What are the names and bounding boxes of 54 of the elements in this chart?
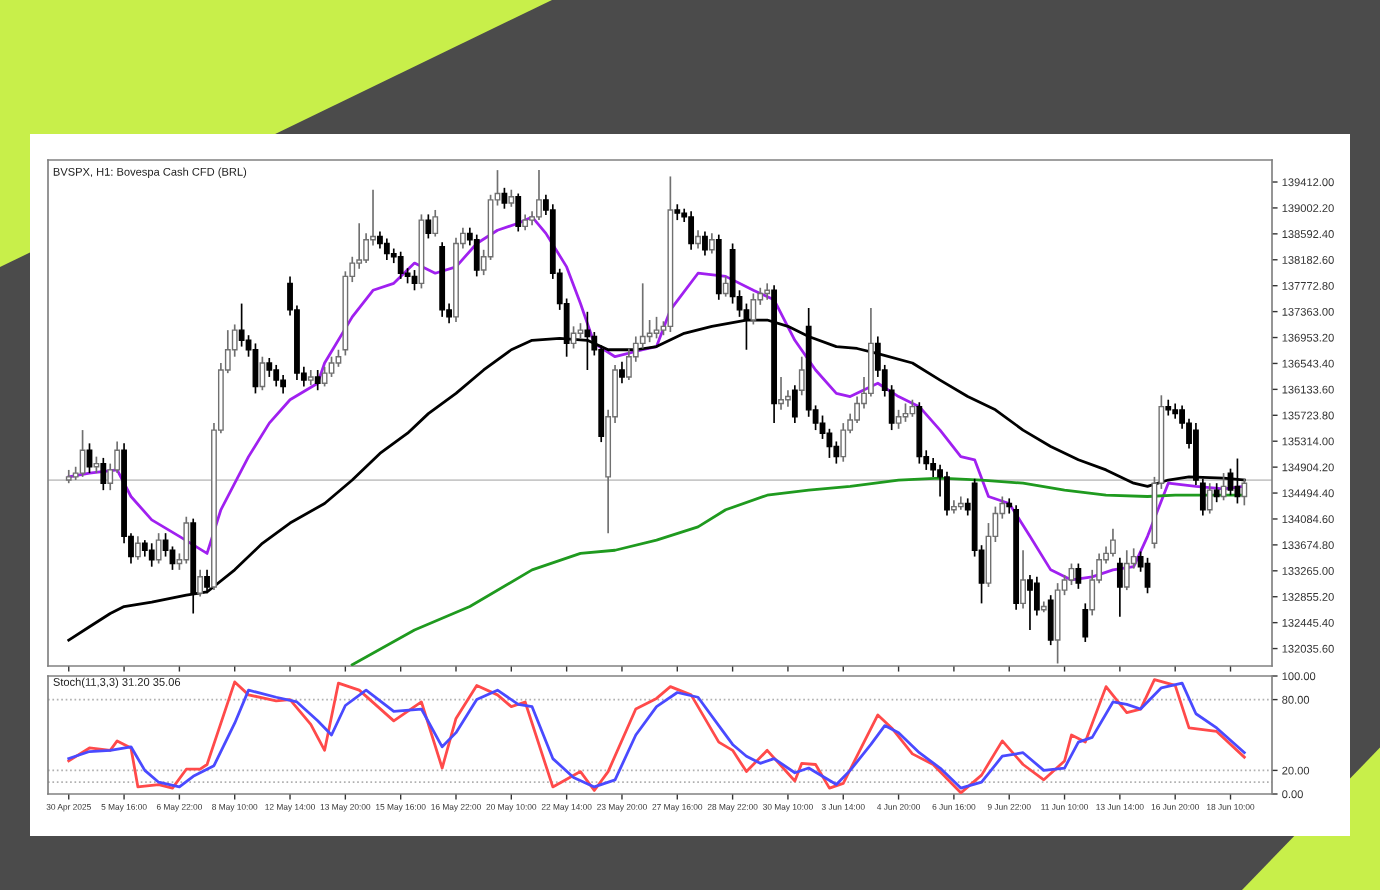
candlestick bbox=[515, 192, 522, 233]
candlestick bbox=[1227, 467, 1234, 497]
candlestick bbox=[653, 316, 660, 340]
candlestick bbox=[100, 457, 107, 492]
candlestick bbox=[840, 422, 847, 463]
candlestick bbox=[1206, 482, 1213, 515]
candlestick bbox=[1047, 594, 1054, 646]
candlestick bbox=[425, 213, 432, 240]
candlestick bbox=[950, 499, 957, 515]
candlestick bbox=[764, 282, 771, 301]
candlestick bbox=[155, 532, 162, 565]
candlestick bbox=[1068, 562, 1075, 586]
candlestick bbox=[1123, 549, 1130, 591]
candlestick bbox=[895, 409, 902, 430]
candlestick bbox=[791, 384, 798, 424]
candlestick bbox=[722, 275, 729, 298]
candlestick bbox=[1213, 482, 1220, 504]
candlestick bbox=[314, 369, 321, 392]
candlestick bbox=[1110, 527, 1116, 558]
candlestick bbox=[1020, 549, 1026, 610]
candlestick bbox=[957, 495, 964, 511]
candlestick bbox=[183, 515, 190, 565]
candlestick bbox=[708, 232, 715, 255]
candlestick bbox=[501, 186, 508, 210]
candlestick bbox=[536, 169, 542, 221]
candlestick bbox=[328, 355, 335, 378]
candlestick bbox=[1241, 477, 1248, 507]
candlestick bbox=[1082, 602, 1089, 643]
candlestick bbox=[266, 357, 273, 378]
candlestick bbox=[259, 355, 266, 392]
candlestick bbox=[148, 542, 155, 568]
candlestick bbox=[619, 360, 625, 385]
candlestick bbox=[321, 365, 328, 388]
candlestick bbox=[1116, 557, 1123, 618]
candlestick bbox=[473, 233, 480, 278]
candlestick bbox=[162, 532, 169, 558]
candlestick bbox=[750, 292, 757, 326]
candlestick bbox=[778, 376, 784, 411]
candlestick bbox=[383, 237, 390, 261]
candlestick bbox=[273, 364, 280, 388]
candlestick bbox=[798, 355, 805, 397]
candlestick bbox=[204, 569, 210, 595]
candlestick bbox=[1027, 574, 1033, 631]
candlestick bbox=[1220, 472, 1227, 502]
candlestick bbox=[695, 229, 701, 250]
candlestick bbox=[397, 250, 404, 280]
candlestick bbox=[1075, 562, 1082, 590]
candlestick bbox=[702, 230, 708, 257]
candlestick bbox=[134, 535, 141, 561]
candlestick bbox=[688, 210, 695, 251]
candlestick bbox=[944, 470, 950, 517]
candlestick bbox=[819, 414, 826, 440]
candlestick bbox=[197, 569, 204, 598]
candlestick bbox=[432, 209, 439, 238]
